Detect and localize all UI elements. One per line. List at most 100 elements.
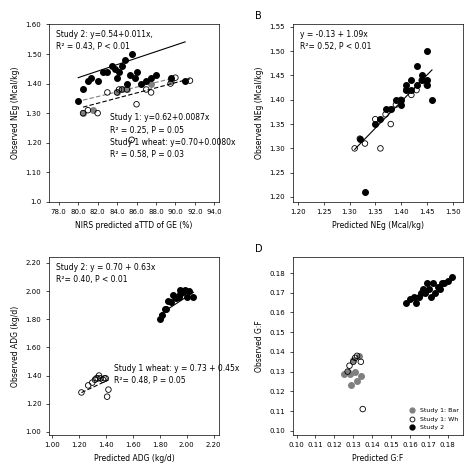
Text: Study 1: y=0.62+0.0087x: Study 1: y=0.62+0.0087x [110,113,210,122]
Point [423,279,431,287]
Point [412,299,419,306]
Point [397,96,405,103]
Point [84,106,92,114]
Point [392,101,400,109]
Point [190,293,197,301]
Text: R²= 0.40, P < 0.01: R²= 0.40, P < 0.01 [56,275,128,284]
Point [347,382,355,389]
Point [406,295,414,302]
Point [115,68,123,75]
Point [382,106,389,113]
Point [103,393,111,401]
Point [355,352,363,360]
Point [156,315,164,323]
Text: Study 1 wheat: y=0.70+0.0080x: Study 1 wheat: y=0.70+0.0080x [110,138,236,147]
Point [97,374,104,382]
Point [89,379,96,386]
Point [377,116,384,123]
Point [402,299,410,306]
Point [402,82,410,89]
Point [121,56,128,64]
Point [169,292,177,299]
Point [111,65,119,73]
Point [104,68,111,75]
Point [147,74,155,82]
Point [109,62,116,70]
Point [421,289,429,297]
Point [413,62,420,70]
Point [131,74,138,82]
Point [102,374,109,382]
Point [427,293,435,301]
Point [161,306,169,313]
Point [437,285,444,292]
X-axis label: NIRS predicted aTTD of GE (%): NIRS predicted aTTD of GE (%) [75,221,193,230]
Text: y = -0.13 + 1.09x: y = -0.13 + 1.09x [300,30,367,39]
Point [167,299,174,306]
Text: Study 2: y=0.54+0.011x,: Study 2: y=0.54+0.011x, [56,30,153,39]
Point [416,293,423,301]
Point [435,283,442,291]
Point [99,68,106,75]
Point [143,77,150,84]
Point [143,86,150,93]
Point [84,77,92,84]
Point [94,109,101,117]
Point [418,72,426,79]
Point [387,106,394,113]
Point [89,106,97,114]
Point [137,80,145,87]
X-axis label: Predicted NEg (Mcal/kg): Predicted NEg (Mcal/kg) [332,221,424,230]
Point [118,86,126,93]
Point [392,96,400,103]
Point [78,389,85,396]
Point [340,370,347,377]
Y-axis label: Observed NEg (Mcal/kg): Observed NEg (Mcal/kg) [255,67,264,159]
Point [440,279,448,287]
Point [356,135,364,143]
Point [438,279,446,287]
Text: R² = 0.25, P = 0.05: R² = 0.25, P = 0.05 [110,126,184,135]
Point [113,89,121,96]
Point [167,74,174,82]
Point [126,71,134,79]
Point [410,293,418,301]
Point [377,145,384,152]
Point [349,358,357,365]
Y-axis label: Observed G:F: Observed G:F [255,320,264,372]
Point [79,109,87,117]
Point [95,372,103,379]
Point [133,68,140,75]
Point [361,140,369,147]
Point [448,273,456,281]
Point [402,86,410,94]
Point [147,80,155,87]
Text: B: B [255,11,262,21]
Point [419,285,427,292]
Point [128,50,136,58]
Point [413,86,420,94]
Point [104,89,111,96]
Legend: Study 1: Bar, Study 1: Wh, Study 2: Study 1: Bar, Study 1: Wh, Study 2 [404,407,460,431]
Point [361,188,369,196]
Point [349,356,357,364]
Point [147,89,155,96]
Point [118,62,126,70]
Text: Study 2: y = 0.70 + 0.63x: Study 2: y = 0.70 + 0.63x [56,263,155,272]
Point [387,120,394,128]
Point [94,374,101,382]
Point [123,86,131,93]
Point [423,47,430,55]
Point [351,354,359,362]
Text: D: D [255,244,263,254]
Point [353,352,361,360]
Point [128,136,136,144]
Point [99,376,107,383]
Point [159,311,166,319]
Point [175,293,182,301]
Point [351,145,358,152]
Point [123,80,131,87]
Point [423,82,430,89]
Point [113,89,121,96]
Point [402,86,410,94]
